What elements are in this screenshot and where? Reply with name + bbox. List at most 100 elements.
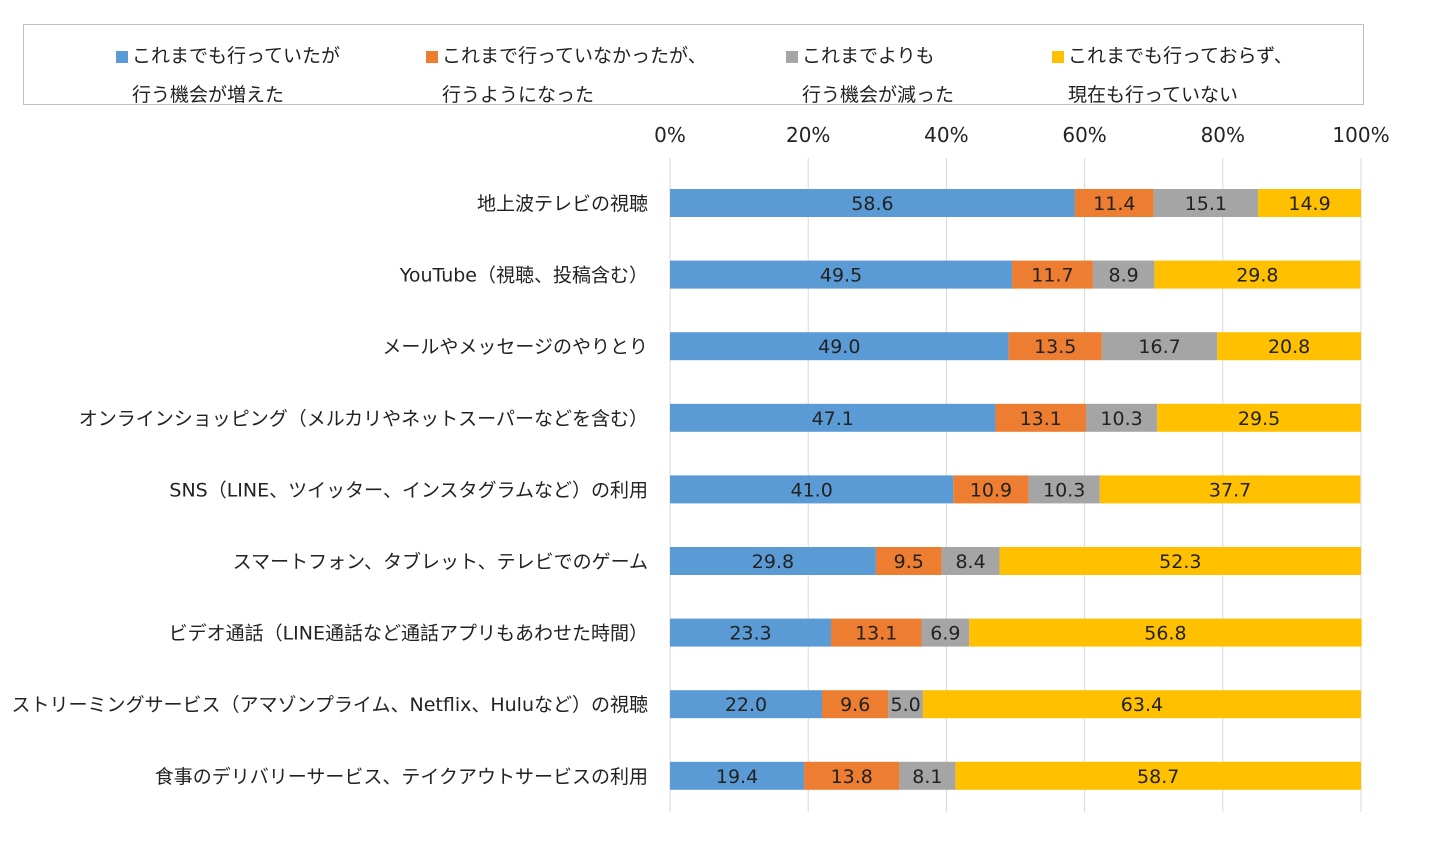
bar-segment [953, 475, 1029, 504]
x-tick-label: 100% [1332, 123, 1389, 147]
data-label: 58.6 [851, 193, 893, 215]
legend-label-started-line2: 行うようになった [442, 84, 595, 106]
bar-segment [1074, 189, 1154, 217]
data-label: 13.5 [1034, 336, 1076, 358]
data-label: 13.1 [855, 623, 897, 645]
bar-segment [1085, 403, 1158, 432]
bar-segment [670, 332, 1009, 361]
data-label: 23.3 [729, 623, 771, 645]
bar-segment [670, 260, 1013, 289]
data-label: 10.9 [970, 479, 1012, 501]
data-label: 8.1 [912, 766, 942, 788]
legend-label-decreased-line2: 行う機会が減った [802, 84, 955, 106]
bar-segment [1157, 403, 1361, 432]
category-label: 食事のデリバリーサービス、テイクアウトサービスの利用 [155, 766, 648, 788]
data-label: 15.1 [1185, 193, 1227, 215]
data-label: 19.4 [716, 766, 758, 788]
legend-swatch-increased [116, 51, 128, 63]
category-label: SNS（LINE、ツイッター、インスタグラムなど）の利用 [169, 479, 648, 501]
data-label: 5.0 [891, 694, 921, 716]
x-tick-label: 0% [654, 123, 686, 147]
bar-segment [1153, 189, 1259, 217]
data-label: 11.4 [1093, 193, 1135, 215]
category-label: YouTube（視聴、投稿含む） [399, 265, 648, 287]
data-label: 49.0 [818, 336, 860, 358]
bar-segment [804, 761, 900, 790]
legend-label-increased-line2: 行う機会が増えた [132, 84, 285, 106]
data-label: 47.1 [812, 408, 854, 430]
legend-label-never-line1: これまでも行っておらず、 [1068, 45, 1293, 67]
category-label: ストリーミングサービス（アマゾンプライム、Netflix、Huluなど）の視聴 [11, 694, 648, 716]
bar-segment [899, 761, 956, 790]
legend-swatch-never [1052, 51, 1064, 63]
bar-segment [670, 475, 954, 504]
bar-segment [1099, 475, 1361, 504]
x-tick-label: 40% [924, 123, 968, 147]
legend-label-never-line2: 現在も行っていない [1068, 84, 1239, 106]
bar-segment [941, 547, 1000, 575]
bar-segment [1154, 260, 1361, 289]
bar-segment [822, 690, 889, 719]
data-label: 10.3 [1043, 479, 1085, 501]
bar-segment [831, 618, 922, 647]
legend-label-started-line1: これまで行っていなかったが、 [442, 45, 707, 67]
data-label: 8.9 [1109, 265, 1139, 287]
bar-segment [1101, 332, 1218, 361]
bar-segment [670, 618, 832, 647]
bar-segment [670, 547, 876, 575]
data-label: 6.9 [930, 623, 960, 645]
x-tick-label: 80% [1201, 123, 1245, 147]
bar-segment [888, 690, 923, 719]
data-label: 49.5 [820, 265, 862, 287]
legend-label-decreased-line1: これまでよりも [802, 45, 935, 67]
bar-segment [670, 690, 823, 719]
category-label: ビデオ通話（LINE通話など通話アプリもあわせた時間） [169, 623, 648, 645]
data-label: 8.4 [955, 551, 985, 573]
data-label: 41.0 [790, 479, 832, 501]
bar-segment [1092, 260, 1155, 289]
bar-segment [670, 189, 1075, 217]
bar-segment [921, 618, 970, 647]
bar-segment [969, 618, 1362, 647]
data-label: 29.8 [752, 551, 794, 573]
legend-swatch-decreased [786, 51, 798, 63]
bar-segment [922, 690, 1361, 719]
category-label: 地上波テレビの視聴 [477, 193, 648, 215]
data-label: 63.4 [1121, 694, 1163, 716]
bar-segment [1258, 189, 1361, 217]
data-label: 13.8 [831, 766, 873, 788]
category-label: メールやメッセージのやりとり [382, 336, 648, 358]
legend-label-increased-line1: これまでも行っていたが [132, 45, 341, 67]
bar-segment [875, 547, 942, 575]
data-label: 56.8 [1144, 623, 1186, 645]
bar-segment [1217, 332, 1361, 361]
data-label: 11.7 [1031, 265, 1073, 287]
bar-segment [670, 761, 805, 790]
data-label: 16.7 [1138, 336, 1180, 358]
legend-swatch-started [426, 51, 438, 63]
bar-segment [1028, 475, 1100, 504]
data-label: 29.8 [1236, 265, 1278, 287]
data-label: 20.8 [1268, 336, 1310, 358]
data-label: 58.7 [1137, 766, 1179, 788]
bar-segment [995, 403, 1086, 432]
legend: これまでも行っていたが 行う機会が増えた これまで行っていなかったが、 行うよう… [23, 24, 1364, 106]
category-label: オンラインショッピング（メルカリやネットスーパーなどを含む） [79, 408, 648, 430]
data-label: 9.5 [894, 551, 924, 573]
data-label: 37.7 [1209, 479, 1251, 501]
data-label: 9.6 [840, 694, 870, 716]
bar-segment [1012, 260, 1093, 289]
data-label: 52.3 [1159, 551, 1201, 573]
data-label: 14.9 [1288, 193, 1330, 215]
data-label: 29.5 [1238, 408, 1280, 430]
x-tick-label: 20% [786, 123, 830, 147]
bar-segment [955, 761, 1361, 790]
bar-segment [670, 403, 996, 432]
x-tick-label: 60% [1062, 123, 1106, 147]
data-label: 22.0 [725, 694, 767, 716]
data-label: 10.3 [1100, 408, 1142, 430]
category-label: スマートフォン、タブレット、テレビでのゲーム [233, 550, 648, 573]
data-label: 13.1 [1020, 408, 1062, 430]
bar-segment [999, 547, 1361, 575]
